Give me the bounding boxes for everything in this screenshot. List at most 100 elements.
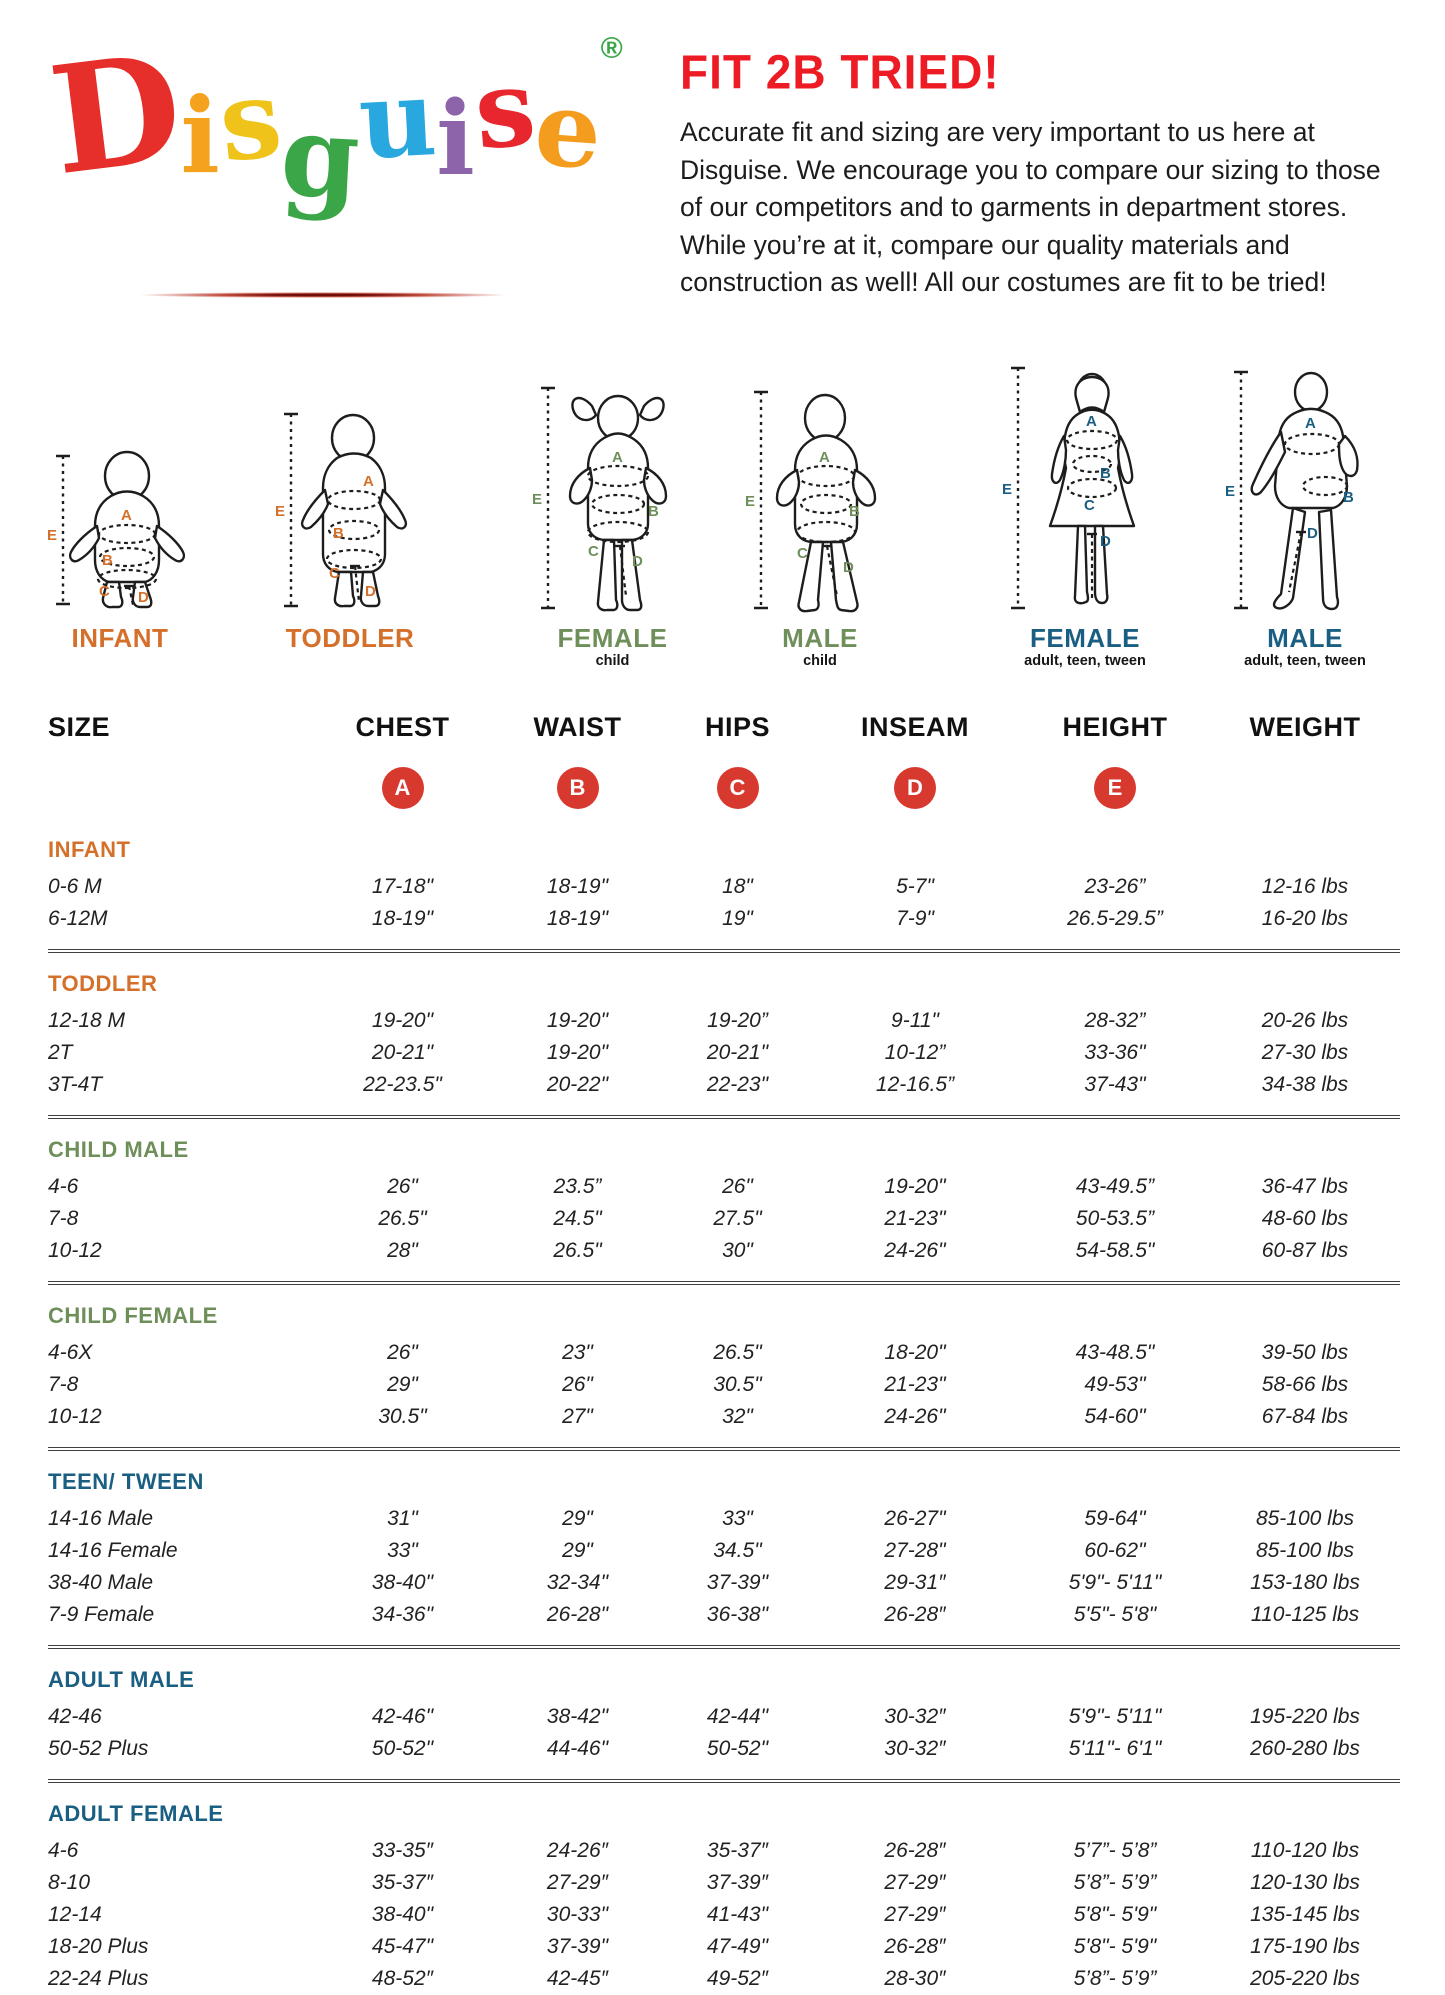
figure-label: MALE bbox=[782, 623, 858, 653]
registered-trademark-icon: ® bbox=[600, 32, 623, 65]
size-cell: 4-6 bbox=[48, 1175, 79, 1198]
figure-label: FEMALE bbox=[557, 623, 668, 653]
figure-female-child: E A B C D FEMALE child bbox=[530, 285, 695, 673]
section-heading: INFANT bbox=[48, 837, 131, 862]
hips-cell: 26.5" bbox=[713, 1341, 762, 1364]
waist-cell: 24.5" bbox=[553, 1207, 602, 1230]
hips-cell: 37-39″ bbox=[706, 1871, 769, 1894]
height-cell: 54-58.5" bbox=[1075, 1239, 1155, 1262]
infant-body-diagram: E A B C D bbox=[47, 450, 186, 609]
logo-letter: i bbox=[436, 79, 475, 199]
table-row: 38-40 Male 38-40" 32-34" 37-39" 29-31″ 5… bbox=[48, 1567, 1400, 1599]
table-body: INFANT 0-6 M 17-18" 18-19" 18" 5-7" 23-2… bbox=[48, 819, 1400, 1995]
weight-cell: 85-100 lbs bbox=[1255, 1539, 1355, 1562]
section-heading: TODDLER bbox=[48, 971, 158, 996]
toddler-body-diagram: E A B C D bbox=[275, 412, 408, 608]
female-child-body-diagram: E A B C D bbox=[532, 386, 668, 612]
column-header-size: SIZE bbox=[48, 712, 111, 742]
weight-cell: 34-38 lbs bbox=[1261, 1073, 1349, 1096]
height-cell: 28-32” bbox=[1084, 1009, 1146, 1032]
inseam-cell: 26-28″ bbox=[884, 1839, 946, 1862]
table-row: 50-52 Plus 50-52" 44-46" 50-52" 30-32″ 5… bbox=[48, 1733, 1400, 1765]
intro-block: FIT 2B TRIED! Accurate fit and sizing ar… bbox=[680, 44, 1392, 302]
measure-letter: E bbox=[1002, 481, 1012, 498]
measure-badge-a: A bbox=[381, 767, 424, 809]
logo-letters: Disguise bbox=[42, 20, 605, 225]
size-cell: 2T bbox=[48, 1041, 73, 1064]
section-divider bbox=[48, 1281, 1400, 1285]
weight-cell: 48-60 lbs bbox=[1261, 1207, 1349, 1230]
logo-underline bbox=[134, 292, 512, 298]
column-header-weight: WEIGHT bbox=[1249, 712, 1361, 742]
hips-cell: 50-52" bbox=[706, 1737, 769, 1760]
table-row: 7-9 Female 34-36" 26-28" 36-38" 26-28″ 5… bbox=[48, 1599, 1400, 1631]
section-heading: CHILD MALE bbox=[48, 1137, 189, 1162]
inseam-cell: 26-27" bbox=[884, 1507, 946, 1530]
weight-cell: 67-84 lbs bbox=[1261, 1405, 1349, 1428]
size-cell: 14-16 Male bbox=[48, 1507, 154, 1530]
measure-badge-b: B bbox=[556, 767, 599, 809]
hips-cell: 27.5" bbox=[713, 1207, 762, 1230]
inseam-cell: 18-20" bbox=[884, 1341, 946, 1364]
size-cell: 8-10 bbox=[48, 1871, 91, 1894]
size-cell: 42-46 bbox=[48, 1705, 102, 1728]
size-cell: 7-8 bbox=[48, 1373, 79, 1396]
table-row: 14-16 Male 31" 29" 33" 26-27" 59-64" 85-… bbox=[48, 1503, 1400, 1535]
logo-letter: e bbox=[530, 65, 605, 194]
height-cell: 5'8"- 5'9" bbox=[1073, 1903, 1157, 1926]
section-heading: ADULT MALE bbox=[48, 1667, 195, 1692]
measure-letter: C bbox=[1084, 497, 1095, 514]
hips-cell: 30" bbox=[722, 1239, 753, 1262]
figure-sublabel: child bbox=[595, 653, 630, 669]
height-cell: 49-53" bbox=[1084, 1373, 1146, 1396]
hips-cell: 19-20” bbox=[707, 1009, 768, 1032]
weight-cell: 260-280 lbs bbox=[1250, 1737, 1360, 1760]
weight-cell: 120-130 lbs bbox=[1250, 1871, 1360, 1894]
figure-label: MALE bbox=[1267, 623, 1343, 653]
weight-cell: 195-220 lbs bbox=[1250, 1705, 1360, 1728]
hips-cell: 19" bbox=[722, 907, 753, 930]
measure-letter: E bbox=[1225, 483, 1235, 500]
weight-cell: 110-125 lbs bbox=[1250, 1603, 1360, 1626]
logo-letter: u bbox=[355, 54, 440, 183]
figure-diagrams: E A B C D INFANT E bbox=[0, 285, 1445, 673]
measure-letter: A bbox=[363, 473, 374, 490]
height-cell: 43-49.5” bbox=[1075, 1175, 1155, 1198]
inseam-cell: 29-31″ bbox=[884, 1571, 946, 1594]
measure-letter: E bbox=[275, 503, 285, 520]
table-row: 12-18 M 19-20" 19-20" 19-20” 9-11" 28-32… bbox=[48, 1005, 1400, 1037]
size-cell: 4-6 bbox=[48, 1839, 79, 1862]
inseam-cell: 21-23" bbox=[884, 1207, 946, 1230]
size-table: SIZE CHEST WAIST HIPS INSEAM HEIGHT WEIG… bbox=[48, 712, 1400, 1995]
size-cell: 18-20 Plus bbox=[48, 1935, 149, 1958]
intro-title: FIT 2B TRIED! bbox=[680, 45, 1000, 100]
column-header-waist: WAIST bbox=[533, 712, 622, 742]
weight-cell: 110-120 lbs bbox=[1250, 1839, 1360, 1862]
female-adult-body-diagram: E A B C D bbox=[1002, 366, 1136, 610]
table-row: 42-46 42-46" 38-42" 42-44" 30-32″ 5'9"- … bbox=[48, 1701, 1400, 1733]
chest-cell: 35-37″ bbox=[371, 1871, 434, 1894]
waist-cell: 32-34" bbox=[546, 1571, 609, 1594]
inseam-cell: 26-28″ bbox=[884, 1935, 946, 1958]
hips-cell: 34.5" bbox=[713, 1539, 762, 1562]
section-heading: TEEN/ TWEEN bbox=[48, 1469, 204, 1494]
chest-cell: 26" bbox=[387, 1341, 418, 1364]
weight-cell: 58-66 lbs bbox=[1261, 1373, 1349, 1396]
waist-cell: 23.5” bbox=[553, 1175, 602, 1198]
chest-cell: 19-20" bbox=[371, 1009, 434, 1032]
disguise-logo: Disguise® bbox=[42, 20, 672, 298]
measure-badge-c: C bbox=[716, 767, 759, 809]
inseam-cell: 24-26" bbox=[884, 1239, 946, 1262]
chest-cell: 18-19" bbox=[371, 907, 434, 930]
waist-cell: 19-20" bbox=[546, 1009, 609, 1032]
figure-toddler: E A B C D TODDLER bbox=[270, 285, 430, 673]
table-section: TEEN/ TWEEN 14-16 Male 31" 29" 33" 26-27… bbox=[48, 1451, 1400, 1649]
measure-letter: D bbox=[365, 583, 376, 600]
measure-letter: C bbox=[329, 565, 340, 582]
size-cell: 10-12 bbox=[48, 1405, 102, 1428]
hips-cell: 30.5" bbox=[713, 1373, 762, 1396]
column-header-chest: CHEST bbox=[355, 712, 450, 742]
section-heading: ADULT FEMALE bbox=[48, 1801, 224, 1826]
measure-letter: A bbox=[1305, 415, 1316, 432]
measure-letter: B bbox=[1100, 465, 1111, 482]
